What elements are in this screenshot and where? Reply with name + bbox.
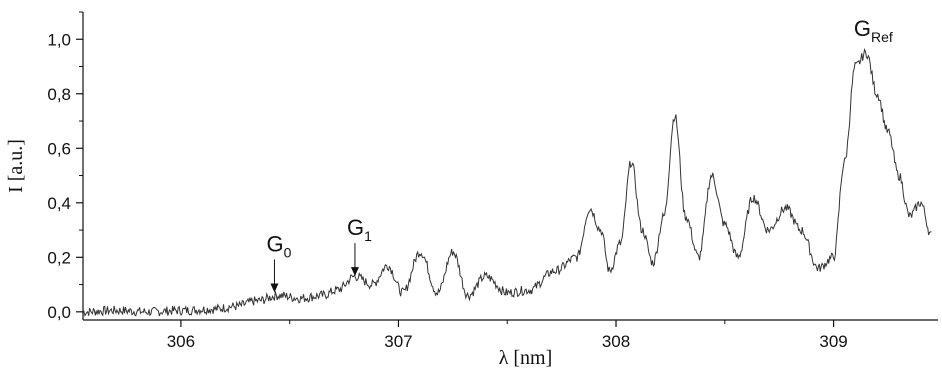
x-tick-label: 307: [384, 332, 412, 351]
y-tick-label: 0,6: [47, 139, 71, 158]
peak-annotation-label: G1: [347, 215, 372, 244]
y-tick-label: 0,2: [47, 248, 71, 267]
spectrum-series-line: [82, 48, 932, 317]
annotation-arrow-head: [270, 283, 279, 293]
x-axis-title: λ [nm]: [499, 347, 553, 369]
y-axis-title: I [a.u.]: [5, 139, 27, 193]
peak-annotations: G0 G1 GRef: [266, 16, 893, 293]
y-tick-label: 0,0: [47, 303, 71, 322]
annotation-arrow-head: [350, 267, 359, 277]
y-tick-label: 0,8: [47, 85, 71, 104]
x-tick-label: 306: [167, 332, 195, 351]
peak-annotation-label: GRef: [854, 16, 893, 45]
axis-ticks: 306 307 308 309 0,0 0,2 0,4 0,6 0,8 1,0: [47, 11, 848, 351]
x-tick-label: 309: [819, 332, 847, 351]
plot-axes: [82, 12, 938, 321]
x-tick-label: 308: [602, 332, 630, 351]
y-tick-label: 1,0: [47, 30, 71, 49]
peak-annotation-label: G0: [266, 231, 291, 260]
y-tick-label: 0,4: [47, 194, 71, 213]
